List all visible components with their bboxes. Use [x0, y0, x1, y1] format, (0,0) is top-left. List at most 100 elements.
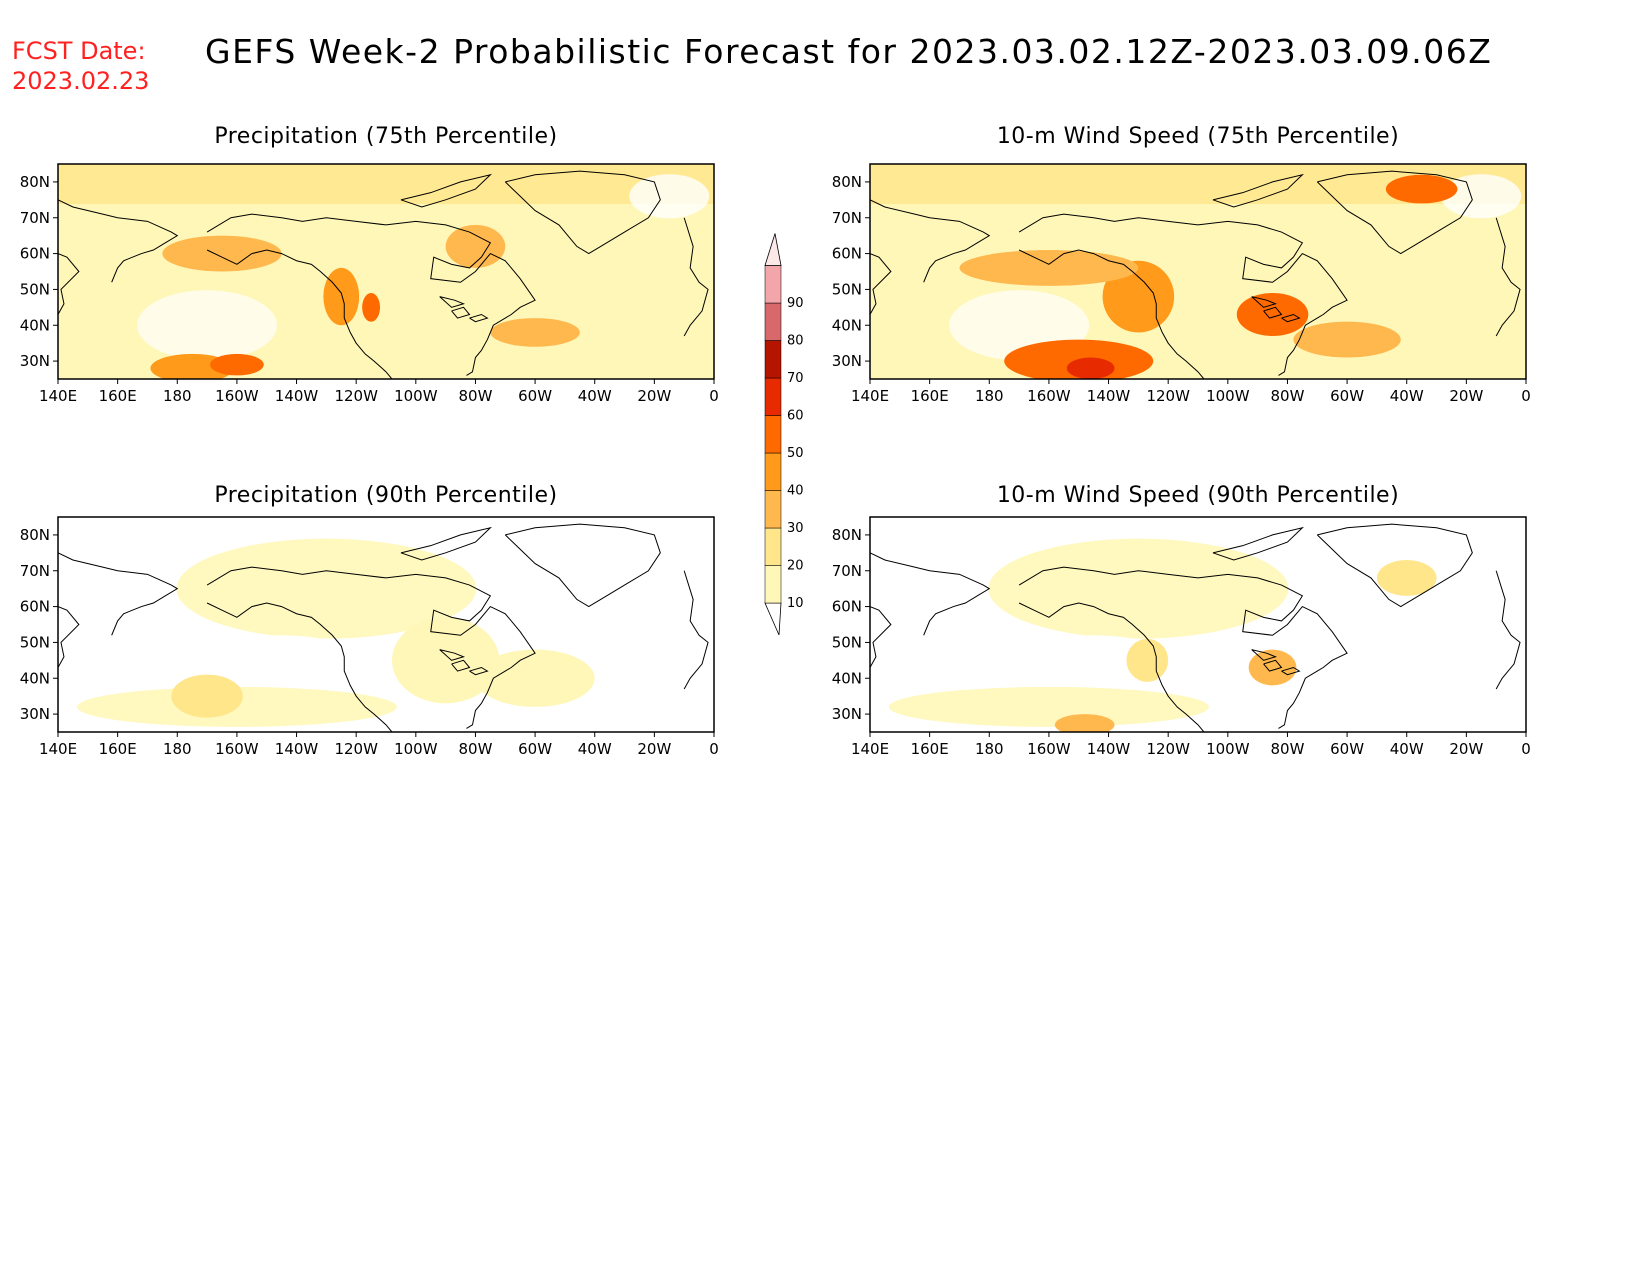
probability-blob [1236, 293, 1309, 336]
lon-tick-label: 60W [518, 387, 552, 405]
lon-tick-label: 100W [1206, 740, 1250, 758]
field-low-area [176, 538, 477, 639]
coastline [206, 566, 536, 729]
lon-tick-label: 160E [99, 740, 137, 758]
lat-tick-label: 70N [832, 209, 862, 227]
lon-tick-label: 20W [637, 387, 671, 405]
lon-tick-label: 20W [637, 740, 671, 758]
probability-blob [323, 267, 360, 326]
field-low-area [201, 635, 362, 686]
lon-tick-label: 20W [1449, 740, 1483, 758]
lat-tick-label: 40N [832, 669, 862, 687]
coastline [870, 253, 892, 315]
lat-tick-label: 80N [20, 526, 50, 544]
map-panel-precip-90: 140E 160E 180 160W 140W 120W 100W 80W 60W 40W 20W 0… [8, 497, 724, 772]
coastline [451, 659, 471, 672]
lon-tick-label: 40W [578, 387, 612, 405]
lat-tick-label: 80N [832, 526, 862, 544]
lon-tick-label: 160W [215, 387, 259, 405]
lat-tick-label: 50N [20, 280, 50, 298]
coastline [206, 602, 393, 732]
lon-tick-label: 40W [1390, 740, 1424, 758]
panel-title-wind-90: 10-m Wind Speed (90th Percentile) [996, 483, 1400, 508]
lon-tick-label: 60W [518, 740, 552, 758]
field-low-area [988, 538, 1289, 639]
lat-tick-label: 50N [20, 633, 50, 651]
colorbar-over-arrow [764, 233, 782, 266]
probability-blob [1054, 714, 1115, 732]
lon-tick-label: 140E [851, 740, 889, 758]
field-low-area [629, 174, 710, 219]
map-panel-wind-90: 140E 160E 180 160W 140W 120W 100W 80W 60W 40W 20W 0… [820, 497, 1536, 772]
probability-blob [162, 235, 282, 272]
coastline [439, 296, 466, 308]
lat-tick-label: 60N [832, 245, 862, 263]
lon-tick-label: 140W [1087, 387, 1131, 405]
coastline [1212, 526, 1305, 561]
colorbar-label: 40 [787, 484, 804, 499]
lat-tick-label: 50N [832, 633, 862, 651]
colorbar-label: 50 [787, 446, 804, 461]
lon-tick-label: 100W [1206, 387, 1250, 405]
coastline [1212, 173, 1305, 208]
coastline [58, 253, 80, 315]
map-panel-wind-75: 140E 160E 180 160W 140W 120W 100W 80W 60W 40W 20W 0… [820, 144, 1536, 419]
colorbar-label: 10 [787, 596, 804, 611]
lon-tick-label: 60W [1330, 740, 1364, 758]
lon-tick-label: 180 [163, 387, 192, 405]
colorbar: 10 20 30 40 50 60 70 80 90 [755, 233, 825, 648]
lon-tick-label: 140W [275, 740, 319, 758]
probability-field [58, 164, 714, 379]
coastline [400, 526, 493, 561]
lon-tick-label: 140W [1087, 740, 1131, 758]
colorbar-swatch [764, 340, 782, 379]
coastline [1316, 523, 1473, 608]
coastline [469, 313, 489, 323]
colorbar-under-arrow [764, 602, 782, 636]
coastline [683, 217, 709, 337]
lon-tick-label: 160E [911, 387, 949, 405]
probability-blob [1248, 649, 1297, 686]
lon-tick-label: 80W [458, 387, 492, 405]
coastline [683, 570, 709, 690]
lat-tick-label: 80N [832, 173, 862, 191]
colorbar-swatch [764, 265, 782, 304]
lon-tick-label: 140E [39, 740, 77, 758]
coastline [1018, 213, 1348, 376]
lon-tick-label: 180 [163, 740, 192, 758]
lon-tick-label: 140E [851, 387, 889, 405]
probability-blob [1376, 560, 1437, 596]
probability-field [870, 164, 1526, 379]
map-frame [869, 516, 1527, 733]
lon-tick-label: 140E [39, 387, 77, 405]
page-title: GEFS Week-2 Probabilistic Forecast for 2… [205, 32, 1493, 71]
coastline [870, 199, 991, 283]
lat-tick-label: 50N [832, 280, 862, 298]
coastlines [870, 170, 1521, 379]
coastlines [58, 523, 709, 732]
coastline [451, 306, 471, 319]
probability-field [870, 517, 1526, 732]
lat-tick-label: 40N [20, 669, 50, 687]
colorbar-label: 60 [787, 409, 804, 424]
probability-blob [1385, 174, 1458, 204]
coastlines [58, 170, 709, 379]
probability-blob [490, 318, 580, 347]
coastline [439, 649, 466, 661]
probability-blob [210, 353, 264, 376]
colorbar-label: 30 [787, 521, 804, 536]
colorbar-swatch [764, 377, 782, 416]
coastline [1018, 566, 1348, 729]
panel-title-wind-75: 10-m Wind Speed (75th Percentile) [996, 124, 1400, 149]
coastline [1263, 306, 1283, 319]
colorbar-swatch [764, 415, 782, 454]
lon-tick-label: 0 [709, 387, 719, 405]
probability-blob [391, 617, 500, 704]
field-low-area [1441, 174, 1522, 219]
colorbar-swatch [764, 490, 782, 529]
map-panel-precip-75: 140E 160E 180 160W 140W 120W 100W 80W 60W 40W 20W 0… [8, 144, 724, 419]
lon-tick-label: 20W [1449, 387, 1483, 405]
map-frame [57, 516, 715, 733]
colorbar-label: 20 [787, 559, 804, 574]
panel-title-precip-75: Precipitation (75th Percentile) [214, 124, 558, 149]
